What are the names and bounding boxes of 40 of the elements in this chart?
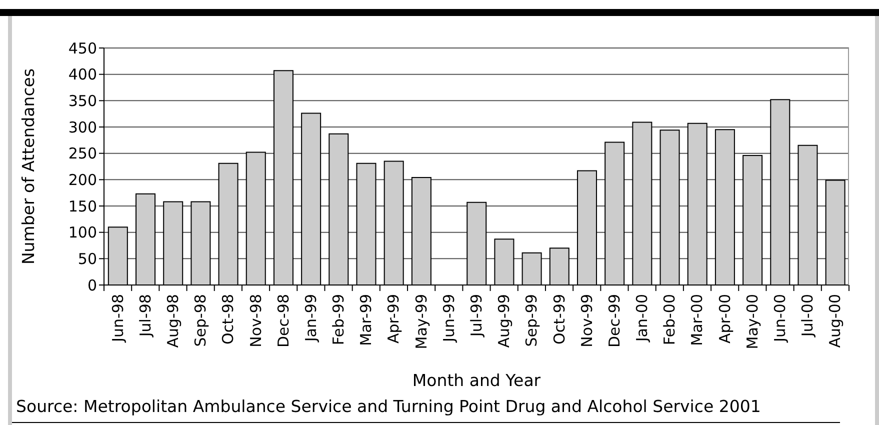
x-tick-label: Aug-99 [495, 294, 514, 348]
source-note: Source: Metropolitan Ambulance Service and Turning Point Drug and Alcohol Service 2001 [16, 397, 761, 416]
x-tick-label: Jan-99 [302, 294, 320, 343]
x-tick-label: Apr-00 [716, 294, 734, 344]
x-tick-label: Jun-99 [440, 294, 458, 343]
x-tick-label: Nov-99 [578, 294, 596, 348]
x-tick-label: Sep-98 [192, 294, 210, 347]
x-tick-label: Aug-00 [826, 294, 844, 348]
x-tick-label: Oct-98 [219, 294, 238, 344]
y-tick-label: 50 [78, 250, 97, 268]
x-tick-label: Dec-99 [605, 294, 624, 348]
x-tick-label: Apr-99 [384, 294, 403, 344]
x-tick-label: Jun-98 [108, 294, 127, 343]
y-tick-label: 250 [68, 144, 97, 163]
y-tick-label: 0 [87, 276, 97, 294]
x-tick-label: Mar-99 [357, 294, 376, 346]
x-tick-label: Dec-98 [274, 294, 292, 348]
x-tick-label: Feb-99 [330, 294, 348, 346]
y-tick-label: 100 [68, 224, 97, 242]
y-tick-label: 350 [68, 92, 97, 110]
x-tick-label: Jul-98 [136, 294, 154, 338]
x-tick-label: Aug-98 [164, 294, 182, 348]
y-tick-label: 200 [68, 170, 97, 189]
x-tick-label: Jan-00 [633, 294, 652, 343]
y-axis-title: Number of Attendances [18, 68, 38, 265]
y-tick-label: 300 [68, 118, 97, 136]
x-tick-label: Nov-98 [246, 294, 265, 348]
x-tick-label: Jul-00 [798, 294, 817, 338]
x-tick-label: Oct-99 [550, 294, 568, 344]
x-tick-label: Jul-99 [468, 294, 486, 338]
x-tick-label: Jun-00 [771, 294, 790, 343]
x-axis-title: Month and Year [412, 371, 541, 390]
x-tick-label: Mar-00 [688, 294, 706, 346]
y-tick-label: 400 [68, 66, 97, 84]
x-tick-label: Feb-00 [660, 294, 679, 346]
x-tick-label: Sep-99 [522, 294, 541, 347]
y-tick-label: 150 [68, 197, 97, 216]
x-tick-label: May-99 [412, 294, 430, 350]
y-tick-label: 450 [68, 39, 97, 58]
x-tick-label: May-00 [743, 294, 762, 350]
